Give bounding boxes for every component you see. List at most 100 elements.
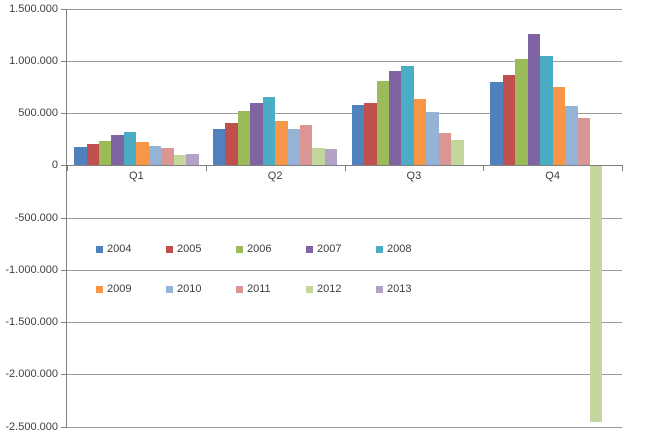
y-axis-label: 1.500.000	[9, 2, 58, 15]
y-axis-line	[66, 9, 67, 427]
x-axis-tick	[344, 165, 346, 171]
y-axis-label: -2.000.000	[5, 368, 58, 381]
legend-swatch-2011	[236, 285, 243, 293]
legend-label-2004: 2004	[107, 243, 132, 255]
gridline	[67, 322, 622, 323]
bar-2011-q2	[300, 124, 313, 166]
bar-2005-q1	[86, 143, 99, 166]
legend-swatch-2009	[96, 285, 103, 293]
bar-2004-q3	[351, 105, 365, 166]
y-axis-tick	[61, 217, 67, 219]
gridline	[67, 8, 622, 10]
y-axis-label: 0	[51, 159, 58, 172]
bar-2011-q1	[161, 147, 174, 166]
bar-2010-q3	[426, 112, 439, 166]
bar-2013-q2	[324, 149, 338, 166]
legend-item-2011: 2011	[236, 282, 271, 296]
legend-item-2007: 2007	[306, 242, 341, 256]
y-axis-label: -500.000	[14, 211, 58, 224]
bar-2012-q2	[312, 147, 325, 166]
bar-2004-q2	[212, 129, 226, 166]
legend-swatch-2013	[376, 285, 383, 293]
x-axis-tick	[622, 165, 623, 171]
x-axis-tick	[483, 165, 485, 171]
bar-2008-q3	[401, 66, 414, 166]
bar-2012-q4	[589, 165, 603, 422]
gridline	[67, 426, 622, 428]
legend-label-2011: 2011	[247, 283, 271, 295]
legend-item-2008: 2008	[376, 242, 411, 256]
bar-2013-q1	[186, 154, 199, 166]
legend-item-2010: 2010	[166, 282, 201, 296]
legend-label-2009: 2009	[107, 283, 132, 295]
bar-2005-q4	[502, 74, 516, 166]
bar-2004-q1	[74, 146, 87, 166]
bar-2007-q2	[250, 103, 263, 166]
gridline	[67, 60, 622, 62]
y-axis-tick	[61, 8, 67, 10]
legend-label-2012: 2012	[317, 283, 342, 295]
x-axis-tick	[205, 165, 207, 171]
category-label-q2: Q2	[267, 170, 283, 182]
gridline	[67, 217, 622, 219]
legend-swatch-2005	[166, 245, 173, 253]
gridline	[67, 113, 622, 114]
legend-label-2010: 2010	[177, 283, 202, 295]
y-axis-label: 1.000.000	[9, 54, 58, 67]
category-label-q1: Q1	[129, 170, 144, 182]
bar-2011-q4	[577, 117, 590, 166]
x-axis-line	[67, 165, 623, 167]
legend-swatch-2008	[376, 245, 383, 253]
y-axis-tick	[61, 60, 67, 62]
bar-2007-q1	[111, 135, 124, 166]
legend-item-2006: 2006	[236, 242, 271, 256]
bar-2004-q4	[490, 82, 503, 166]
legend-item-2012: 2012	[306, 282, 341, 296]
legend-item-2005: 2005	[166, 242, 201, 256]
bar-2006-q3	[376, 81, 389, 166]
legend-swatch-2004	[96, 245, 103, 253]
y-axis-tick	[61, 165, 67, 167]
bar-2006-q2	[237, 111, 251, 166]
bar-2012-q3	[451, 139, 464, 166]
category-label-q4: Q4	[545, 170, 560, 182]
legend-label-2008: 2008	[387, 243, 412, 255]
legend-label-2006: 2006	[247, 243, 272, 255]
legend-swatch-2007	[306, 245, 313, 253]
legend-item-2004: 2004	[96, 242, 131, 256]
category-label-q3: Q3	[406, 170, 422, 182]
y-axis-label: 500.000	[18, 107, 58, 119]
bar-2008-q4	[540, 56, 553, 166]
bar-2009-q1	[136, 141, 149, 166]
bar-2009-q4	[552, 87, 566, 166]
bar-2007-q3	[388, 70, 402, 166]
y-axis-tick	[61, 113, 67, 114]
legend-label-2013: 2013	[387, 283, 412, 295]
legend-item-2013: 2013	[376, 282, 411, 296]
bar-2010-q2	[287, 129, 300, 166]
legend-swatch-2006	[236, 245, 243, 253]
bar-2006-q4	[515, 59, 528, 166]
bar-2010-q4	[565, 106, 578, 166]
gridline	[67, 374, 622, 376]
y-axis-label: -1.500.000	[5, 316, 58, 328]
y-axis-tick	[61, 426, 67, 428]
bar-2009-q2	[275, 120, 288, 166]
bar-2005-q2	[225, 122, 238, 166]
legend-item-2009: 2009	[96, 282, 131, 296]
legend-swatch-2012	[306, 285, 313, 293]
bar-2011-q3	[438, 133, 452, 166]
x-axis-tick	[67, 165, 68, 171]
legend-swatch-2010	[166, 285, 173, 293]
legend-label-2005: 2005	[177, 243, 202, 255]
bar-2009-q3	[413, 98, 427, 166]
y-axis-label: -2.500.000	[5, 420, 58, 433]
bar-2008-q1	[123, 132, 137, 166]
bar-2010-q1	[148, 145, 162, 166]
bar-2012-q1	[173, 155, 187, 166]
y-axis-tick	[61, 374, 67, 376]
legend-label-2007: 2007	[317, 243, 342, 255]
bar-2007-q4	[527, 34, 541, 166]
bar-2008-q2	[262, 96, 276, 166]
